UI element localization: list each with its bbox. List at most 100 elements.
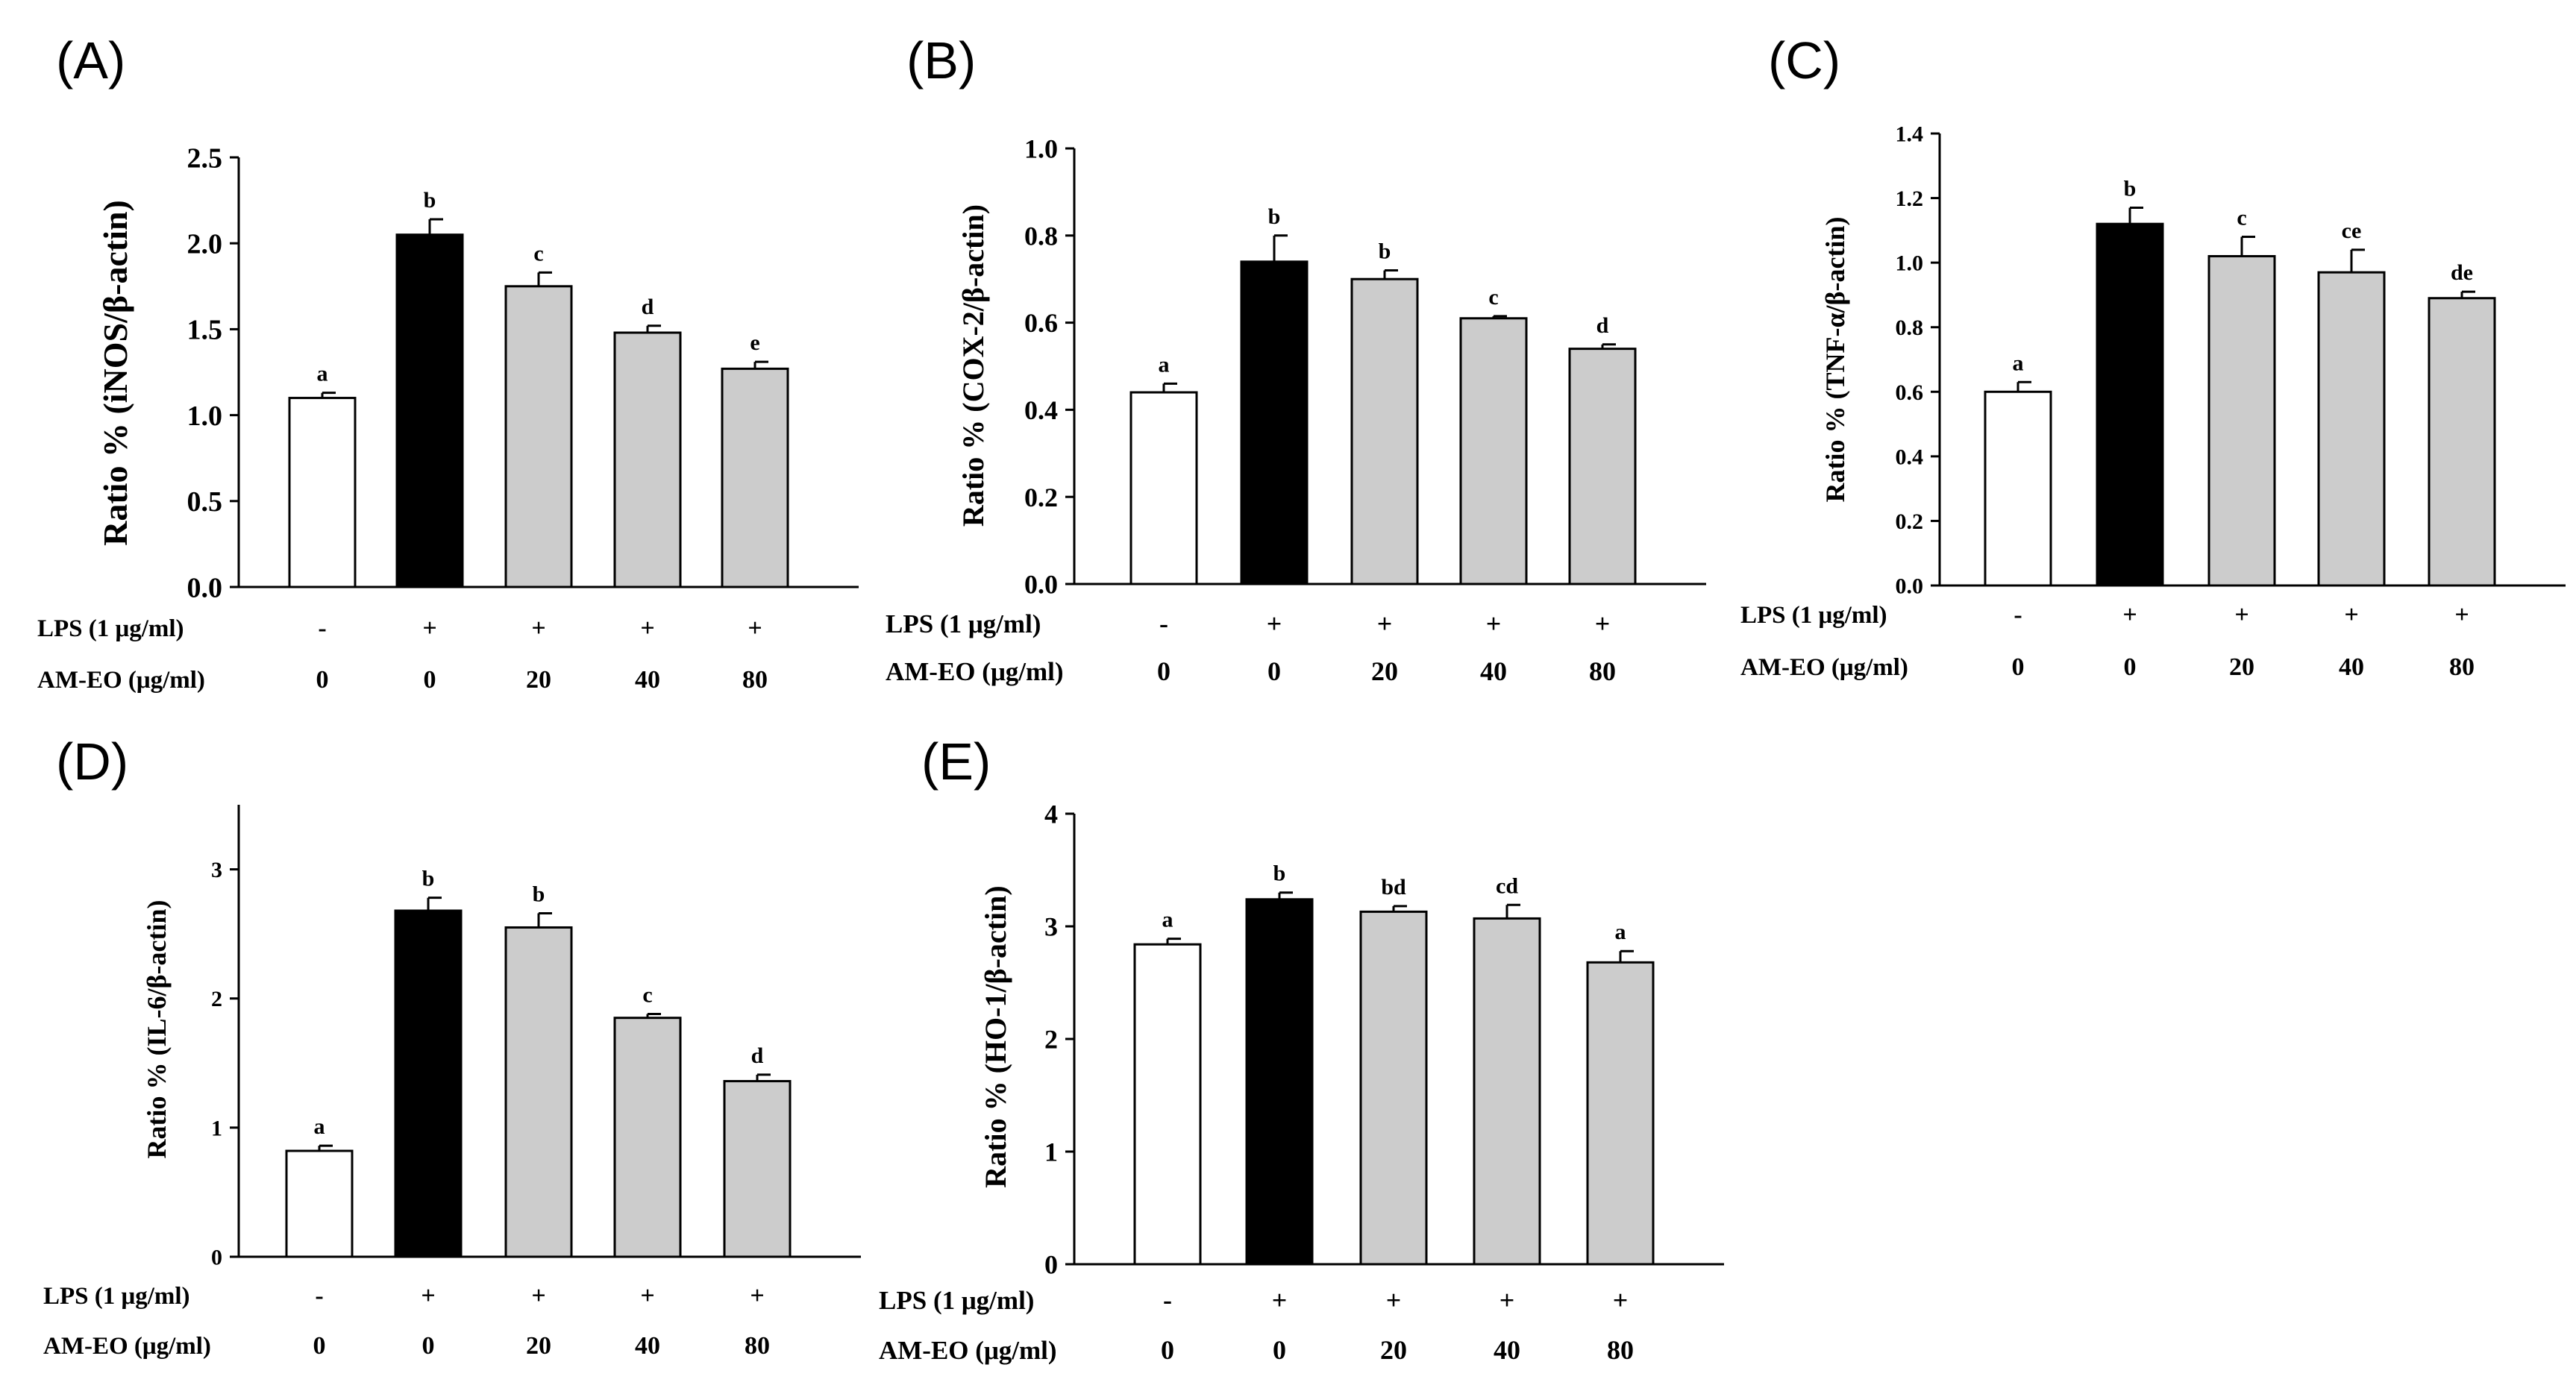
bar — [1129, 391, 1198, 585]
lps-condition: + — [640, 1282, 654, 1310]
significance-label: b — [533, 882, 545, 906]
y-tick-label: 1 — [211, 1116, 222, 1140]
significance-label: b — [1268, 204, 1281, 229]
amEO-condition: 0 — [2012, 653, 2025, 681]
y-axis-label: Ratio % (iNOS/β-actin) — [96, 200, 134, 546]
lps-condition: + — [2234, 601, 2248, 629]
y-tick-label: 1.0 — [1024, 134, 1058, 164]
significance-label: ce — [2342, 219, 2362, 243]
lps-condition: + — [1613, 1285, 1629, 1315]
bar — [721, 367, 789, 588]
bar — [288, 397, 357, 588]
y-tick-label: 0.2 — [1024, 483, 1058, 512]
amEO-condition: 40 — [635, 666, 660, 694]
lps-condition: + — [1499, 1285, 1515, 1315]
bar — [1586, 961, 1655, 1266]
chart-panel: (C) 0.0 0.2 0.4 0.6 0.8 1.0 1.2 1.4 Ratio % (TNF-… — [1740, 31, 2566, 681]
amEO-row-label: AM-EO (μg/ml) — [879, 1336, 1057, 1365]
amEO-condition: 80 — [742, 666, 768, 694]
lps-condition: + — [640, 615, 654, 642]
amEO-condition: 0 — [424, 666, 436, 694]
bar — [2096, 222, 2164, 587]
amEO-condition: 80 — [1607, 1335, 1634, 1365]
amEO-row-label: AM-EO (μg/ml) — [886, 657, 1064, 686]
significance-label: c — [533, 241, 543, 266]
significance-label: a — [2013, 351, 2024, 375]
significance-label: e — [750, 330, 759, 355]
chart-panel: (B) 0.0 0.2 0.4 0.6 0.8 1.0 Ratio % (COX-2/β-ac… — [886, 31, 1706, 686]
bar — [285, 1149, 354, 1258]
lps-condition: - — [1163, 1285, 1172, 1315]
y-tick-label: 0.6 — [1024, 308, 1058, 338]
amEO-condition: 0 — [313, 1332, 326, 1360]
y-tick-label: 0.8 — [1896, 315, 1924, 340]
significance-label: b — [1273, 861, 1286, 886]
bar — [1473, 917, 1541, 1266]
amEO-row-label: AM-EO (μg/ml) — [43, 1333, 211, 1360]
amEO-condition: 80 — [1589, 656, 1616, 686]
bar — [1568, 348, 1637, 585]
amEO-condition: 0 — [1267, 656, 1281, 686]
y-tick-label: 1 — [1044, 1137, 1058, 1167]
y-axis-label: Ratio % (HO-1/β-actin) — [979, 885, 1012, 1187]
amEO-condition: 40 — [2339, 653, 2364, 681]
significance-label: b — [422, 867, 435, 891]
lps-row-label: LPS (1 μg/ml) — [879, 1286, 1034, 1315]
y-tick-label: 2.5 — [187, 142, 223, 174]
amEO-condition: 20 — [526, 1332, 551, 1360]
significance-label: de — [2451, 260, 2473, 285]
y-tick-label: 0 — [1044, 1250, 1058, 1280]
y-tick-label: 0.0 — [1024, 570, 1058, 600]
amEO-condition: 40 — [1494, 1335, 1520, 1365]
panel-letter: (A) — [56, 31, 125, 90]
bar — [1133, 943, 1202, 1266]
lps-condition: + — [421, 1282, 435, 1310]
y-tick-label: 2.0 — [187, 229, 223, 260]
bar — [2428, 297, 2496, 587]
amEO-condition: 80 — [745, 1332, 770, 1360]
amEO-condition: 0 — [1161, 1335, 1174, 1365]
bar — [2207, 254, 2276, 587]
significance-label: a — [314, 1114, 325, 1139]
lps-condition: + — [1272, 1285, 1288, 1315]
significance-label: b — [1379, 239, 1391, 264]
significance-label: d — [642, 295, 654, 319]
y-tick-label: 0.4 — [1024, 395, 1058, 425]
y-tick-label: 2 — [211, 987, 222, 1011]
y-tick-label: 0.0 — [187, 572, 223, 603]
y-axis-label: Ratio % (COX-2/β-actin) — [956, 204, 990, 527]
bar — [2317, 271, 2386, 587]
significance-label: d — [751, 1043, 764, 1068]
lps-condition: - — [2014, 601, 2022, 629]
significance-label: b — [424, 188, 436, 213]
bar — [1359, 910, 1428, 1266]
y-tick-label: 0.4 — [1896, 445, 1924, 469]
y-tick-label: 3 — [1044, 912, 1058, 942]
significance-label: a — [1159, 352, 1170, 377]
amEO-condition: 20 — [1380, 1335, 1407, 1365]
lps-condition: + — [1377, 609, 1393, 638]
lps-condition: + — [1267, 609, 1282, 638]
amEO-row-label: AM-EO (μg/ml) — [1740, 654, 1908, 681]
y-tick-label: 2 — [1044, 1025, 1058, 1055]
panel-letter: (B) — [906, 31, 976, 90]
amEO-condition: 0 — [316, 666, 329, 694]
bar — [394, 909, 463, 1258]
lps-condition: + — [2454, 601, 2469, 629]
significance-label: d — [1596, 313, 1609, 338]
amEO-condition: 20 — [1371, 656, 1398, 686]
amEO-condition: 80 — [2449, 653, 2475, 681]
lps-condition: + — [1595, 609, 1611, 638]
lps-condition: + — [1386, 1285, 1402, 1315]
bar — [504, 285, 573, 588]
lps-condition: + — [2122, 601, 2137, 629]
lps-condition: - — [318, 615, 326, 642]
lps-row-label: LPS (1 μg/ml) — [886, 609, 1041, 638]
y-tick-label: 1.4 — [1896, 122, 1924, 147]
bar — [613, 1017, 682, 1258]
amEO-condition: 40 — [1480, 656, 1507, 686]
y-axis-label: Ratio % (TNF-α/β-actin) — [1820, 217, 1850, 503]
lps-condition: + — [531, 615, 545, 642]
bar — [504, 926, 573, 1258]
